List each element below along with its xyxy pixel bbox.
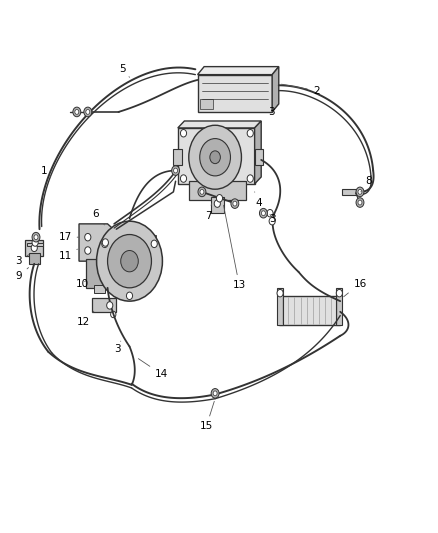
Polygon shape — [28, 253, 39, 264]
Polygon shape — [79, 224, 116, 261]
Text: 11: 11 — [58, 249, 77, 261]
Text: 7: 7 — [205, 204, 212, 221]
Circle shape — [247, 175, 253, 182]
Circle shape — [355, 187, 363, 197]
Polygon shape — [92, 298, 116, 312]
Text: 3: 3 — [267, 107, 274, 117]
Circle shape — [198, 187, 205, 197]
Text: 6: 6 — [92, 209, 104, 225]
Circle shape — [357, 189, 361, 195]
Circle shape — [85, 247, 91, 254]
Circle shape — [73, 107, 81, 117]
Circle shape — [171, 166, 179, 175]
Polygon shape — [177, 128, 254, 184]
Polygon shape — [197, 67, 278, 75]
Text: 3: 3 — [114, 341, 121, 354]
Circle shape — [180, 130, 186, 137]
Text: 10: 10 — [76, 279, 89, 288]
Text: 9: 9 — [15, 268, 28, 281]
Circle shape — [199, 189, 203, 195]
Polygon shape — [197, 75, 272, 112]
Circle shape — [268, 217, 275, 225]
Text: 15: 15 — [199, 401, 214, 431]
Circle shape — [96, 221, 162, 301]
Circle shape — [336, 289, 342, 297]
Polygon shape — [177, 121, 261, 128]
Text: 4: 4 — [254, 192, 262, 207]
Circle shape — [151, 240, 157, 247]
Circle shape — [31, 244, 37, 252]
Polygon shape — [85, 259, 112, 288]
Circle shape — [84, 107, 92, 117]
Circle shape — [32, 232, 40, 242]
Circle shape — [102, 240, 108, 247]
Polygon shape — [276, 288, 283, 325]
Polygon shape — [335, 288, 342, 325]
Circle shape — [188, 125, 241, 189]
Polygon shape — [94, 285, 105, 293]
Text: 8: 8 — [360, 176, 371, 192]
Circle shape — [357, 200, 361, 205]
Circle shape — [120, 251, 138, 272]
Text: 3: 3 — [268, 214, 275, 223]
Polygon shape — [27, 243, 43, 246]
Circle shape — [173, 168, 177, 173]
Polygon shape — [103, 235, 155, 272]
Circle shape — [230, 199, 238, 208]
Circle shape — [212, 391, 216, 395]
Circle shape — [355, 198, 363, 207]
Circle shape — [180, 175, 186, 182]
Text: 13: 13 — [223, 205, 245, 290]
Polygon shape — [342, 189, 355, 195]
Circle shape — [32, 239, 38, 246]
Circle shape — [107, 235, 151, 288]
Circle shape — [74, 110, 79, 115]
Text: 3: 3 — [15, 255, 28, 266]
Circle shape — [199, 139, 230, 176]
Text: 17: 17 — [58, 232, 78, 242]
Circle shape — [110, 311, 116, 318]
Circle shape — [247, 130, 253, 137]
Circle shape — [216, 195, 222, 202]
Circle shape — [261, 211, 265, 216]
Polygon shape — [25, 240, 43, 256]
Polygon shape — [173, 149, 182, 165]
Circle shape — [86, 110, 90, 115]
Circle shape — [102, 239, 108, 246]
Text: 14: 14 — [138, 359, 168, 379]
Circle shape — [106, 302, 113, 309]
Circle shape — [259, 208, 267, 218]
Polygon shape — [188, 181, 245, 200]
Text: 16: 16 — [343, 279, 366, 297]
Polygon shape — [254, 149, 263, 165]
Circle shape — [209, 151, 220, 164]
Text: 2: 2 — [281, 84, 319, 95]
Circle shape — [211, 389, 219, 398]
Circle shape — [232, 201, 237, 206]
Polygon shape — [278, 296, 339, 325]
Text: 12: 12 — [77, 311, 94, 327]
Circle shape — [85, 233, 91, 241]
Circle shape — [276, 289, 283, 297]
Circle shape — [266, 209, 272, 217]
Circle shape — [126, 292, 132, 300]
Polygon shape — [199, 99, 212, 109]
Text: 1: 1 — [40, 166, 50, 177]
Polygon shape — [210, 197, 223, 213]
Circle shape — [214, 200, 220, 207]
Polygon shape — [254, 121, 261, 184]
Polygon shape — [272, 67, 278, 112]
Text: 5: 5 — [119, 64, 129, 77]
Circle shape — [34, 235, 38, 240]
